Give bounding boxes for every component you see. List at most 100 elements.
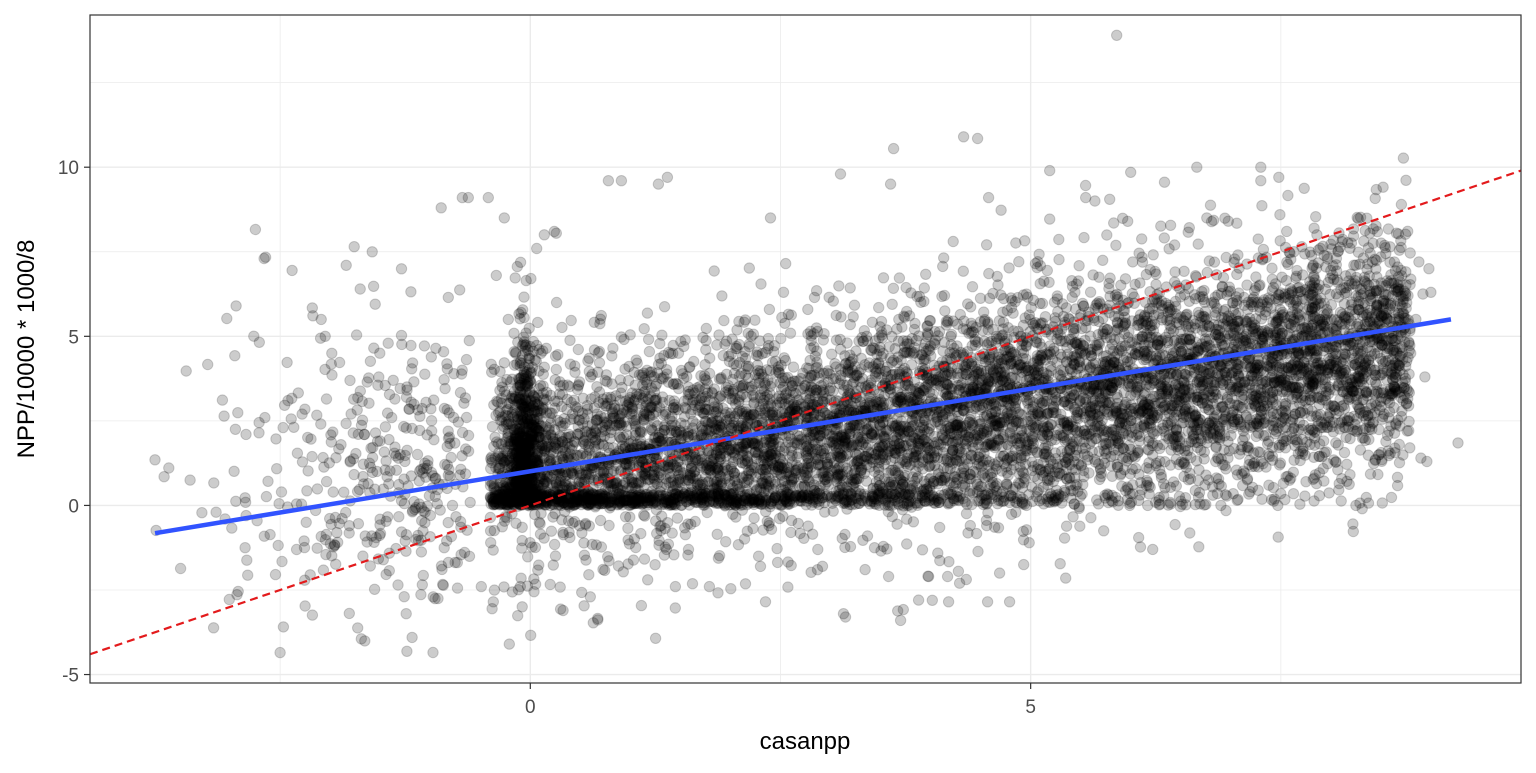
data-point: [250, 224, 260, 234]
data-point: [291, 544, 301, 554]
data-point: [312, 484, 322, 494]
data-point: [573, 344, 583, 354]
data-point: [549, 539, 559, 549]
data-point: [581, 555, 591, 565]
data-point: [639, 324, 649, 334]
data-point: [1080, 180, 1090, 190]
data-point: [999, 293, 1009, 303]
data-point: [1061, 521, 1071, 531]
data-point: [726, 584, 736, 594]
data-point: [1024, 538, 1034, 548]
data-point: [764, 304, 774, 314]
data-point: [231, 496, 241, 506]
data-point: [486, 538, 496, 548]
data-point: [327, 551, 337, 561]
data-point: [643, 334, 653, 344]
data-point: [1098, 255, 1108, 265]
data-point: [772, 543, 782, 553]
data-point: [894, 273, 904, 283]
data-point: [1282, 226, 1292, 236]
data-point: [1267, 263, 1277, 273]
data-point: [307, 610, 317, 620]
data-point: [489, 585, 499, 595]
data-point: [753, 551, 763, 561]
data-point: [778, 511, 788, 521]
data-point: [683, 544, 693, 554]
data-point: [1283, 190, 1293, 200]
data-point: [348, 428, 358, 438]
data-point: [312, 543, 322, 553]
data-point: [512, 261, 522, 271]
data-point: [500, 512, 510, 522]
data-point: [902, 306, 912, 316]
data-point: [744, 263, 754, 273]
data-point: [1045, 214, 1055, 224]
data-point: [1401, 175, 1411, 185]
data-point: [860, 564, 870, 574]
data-point: [742, 526, 752, 536]
data-point: [781, 258, 791, 268]
data-point: [219, 411, 229, 421]
data-point: [908, 517, 918, 527]
data-point: [902, 539, 912, 549]
data-point: [756, 279, 766, 289]
data-point: [1288, 467, 1298, 477]
data-point: [1371, 184, 1381, 194]
data-point: [927, 595, 937, 605]
data-point: [233, 586, 243, 596]
data-point: [1085, 287, 1095, 297]
data-point: [517, 543, 527, 553]
data-point: [786, 527, 796, 537]
data-point: [712, 340, 722, 350]
data-point: [328, 487, 338, 497]
data-point: [271, 434, 281, 444]
data-point: [551, 364, 561, 374]
data-point: [272, 464, 282, 474]
data-point: [1159, 233, 1169, 243]
data-point: [887, 299, 897, 309]
data-point: [1021, 525, 1031, 535]
data-point: [300, 601, 310, 611]
data-point: [1159, 177, 1169, 187]
data-point: [639, 554, 649, 564]
data-point: [1137, 234, 1147, 244]
data-point: [963, 528, 973, 538]
data-point: [203, 359, 213, 369]
data-point: [419, 341, 429, 351]
data-point: [1359, 236, 1369, 246]
data-point: [623, 523, 633, 533]
data-point: [412, 449, 422, 459]
data-point: [326, 359, 336, 369]
data-point: [208, 623, 218, 633]
data-point: [1059, 533, 1069, 543]
data-point: [345, 375, 355, 385]
data-point: [1135, 542, 1145, 552]
data-point: [175, 563, 185, 573]
data-point: [1079, 232, 1089, 242]
data-point: [303, 466, 313, 476]
data-point: [874, 302, 884, 312]
data-point: [659, 302, 669, 312]
data-point: [984, 293, 994, 303]
data-point: [303, 432, 313, 442]
data-point: [1311, 212, 1321, 222]
data-point: [1156, 221, 1166, 231]
data-point: [1336, 496, 1346, 506]
data-point: [1324, 488, 1334, 498]
data-point: [657, 330, 667, 340]
data-point: [935, 522, 945, 532]
data-point: [600, 565, 610, 575]
data-point: [1105, 273, 1115, 283]
data-point: [619, 334, 629, 344]
data-point: [721, 537, 731, 547]
data-point: [443, 470, 453, 480]
data-point: [217, 395, 227, 405]
data-point: [1034, 249, 1044, 259]
data-point: [813, 544, 823, 554]
data-point: [967, 282, 977, 292]
data-point: [233, 408, 243, 418]
data-point: [380, 422, 390, 432]
data-point: [670, 581, 680, 591]
data-point: [413, 530, 423, 540]
